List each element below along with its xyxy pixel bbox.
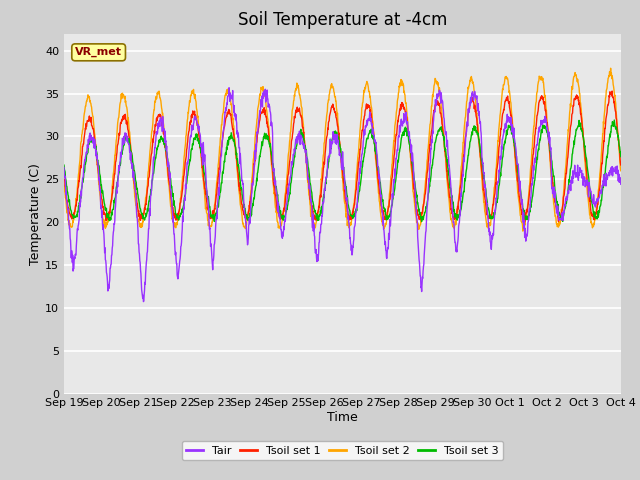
- Y-axis label: Temperature (C): Temperature (C): [29, 163, 42, 264]
- X-axis label: Time: Time: [327, 411, 358, 424]
- Text: VR_met: VR_met: [75, 47, 122, 58]
- Title: Soil Temperature at -4cm: Soil Temperature at -4cm: [237, 11, 447, 29]
- Legend: Tair, Tsoil set 1, Tsoil set 2, Tsoil set 3: Tair, Tsoil set 1, Tsoil set 2, Tsoil se…: [182, 441, 503, 460]
